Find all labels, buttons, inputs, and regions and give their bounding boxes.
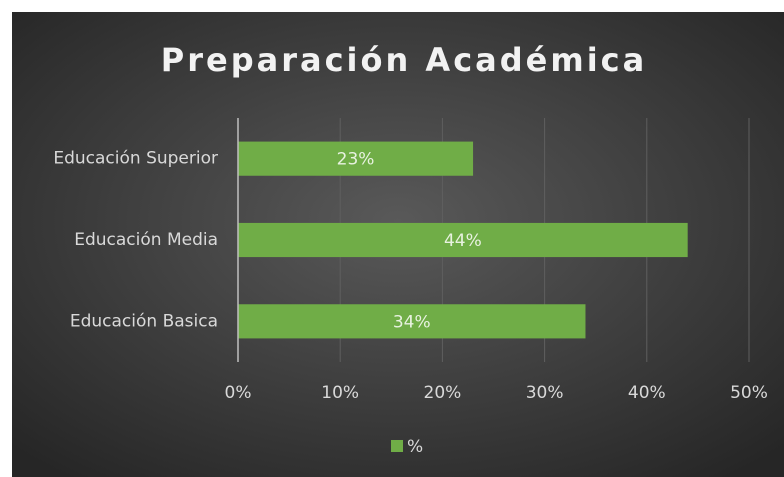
x-tick-label: 20% [424,383,462,403]
y-tick-label: Educación Basica [70,311,218,331]
bar [238,222,688,258]
y-tick-label: Educación Media [74,230,218,250]
x-tick-label: 0% [225,383,252,403]
data-label: 44% [444,231,482,251]
legend-label: % [407,437,423,457]
x-tick-label: 10% [321,383,359,403]
x-tick-label: 50% [730,383,768,403]
y-tick-label: Educación Superior [53,149,218,169]
data-label: 23% [337,150,375,170]
x-tick-label: 40% [628,383,666,403]
x-tick-label: 30% [526,383,564,403]
chart-title: Preparación Académica [161,41,647,79]
legend-swatch [391,440,403,452]
bar [238,141,474,176]
bar [238,304,586,339]
data-label: 34% [393,312,431,332]
